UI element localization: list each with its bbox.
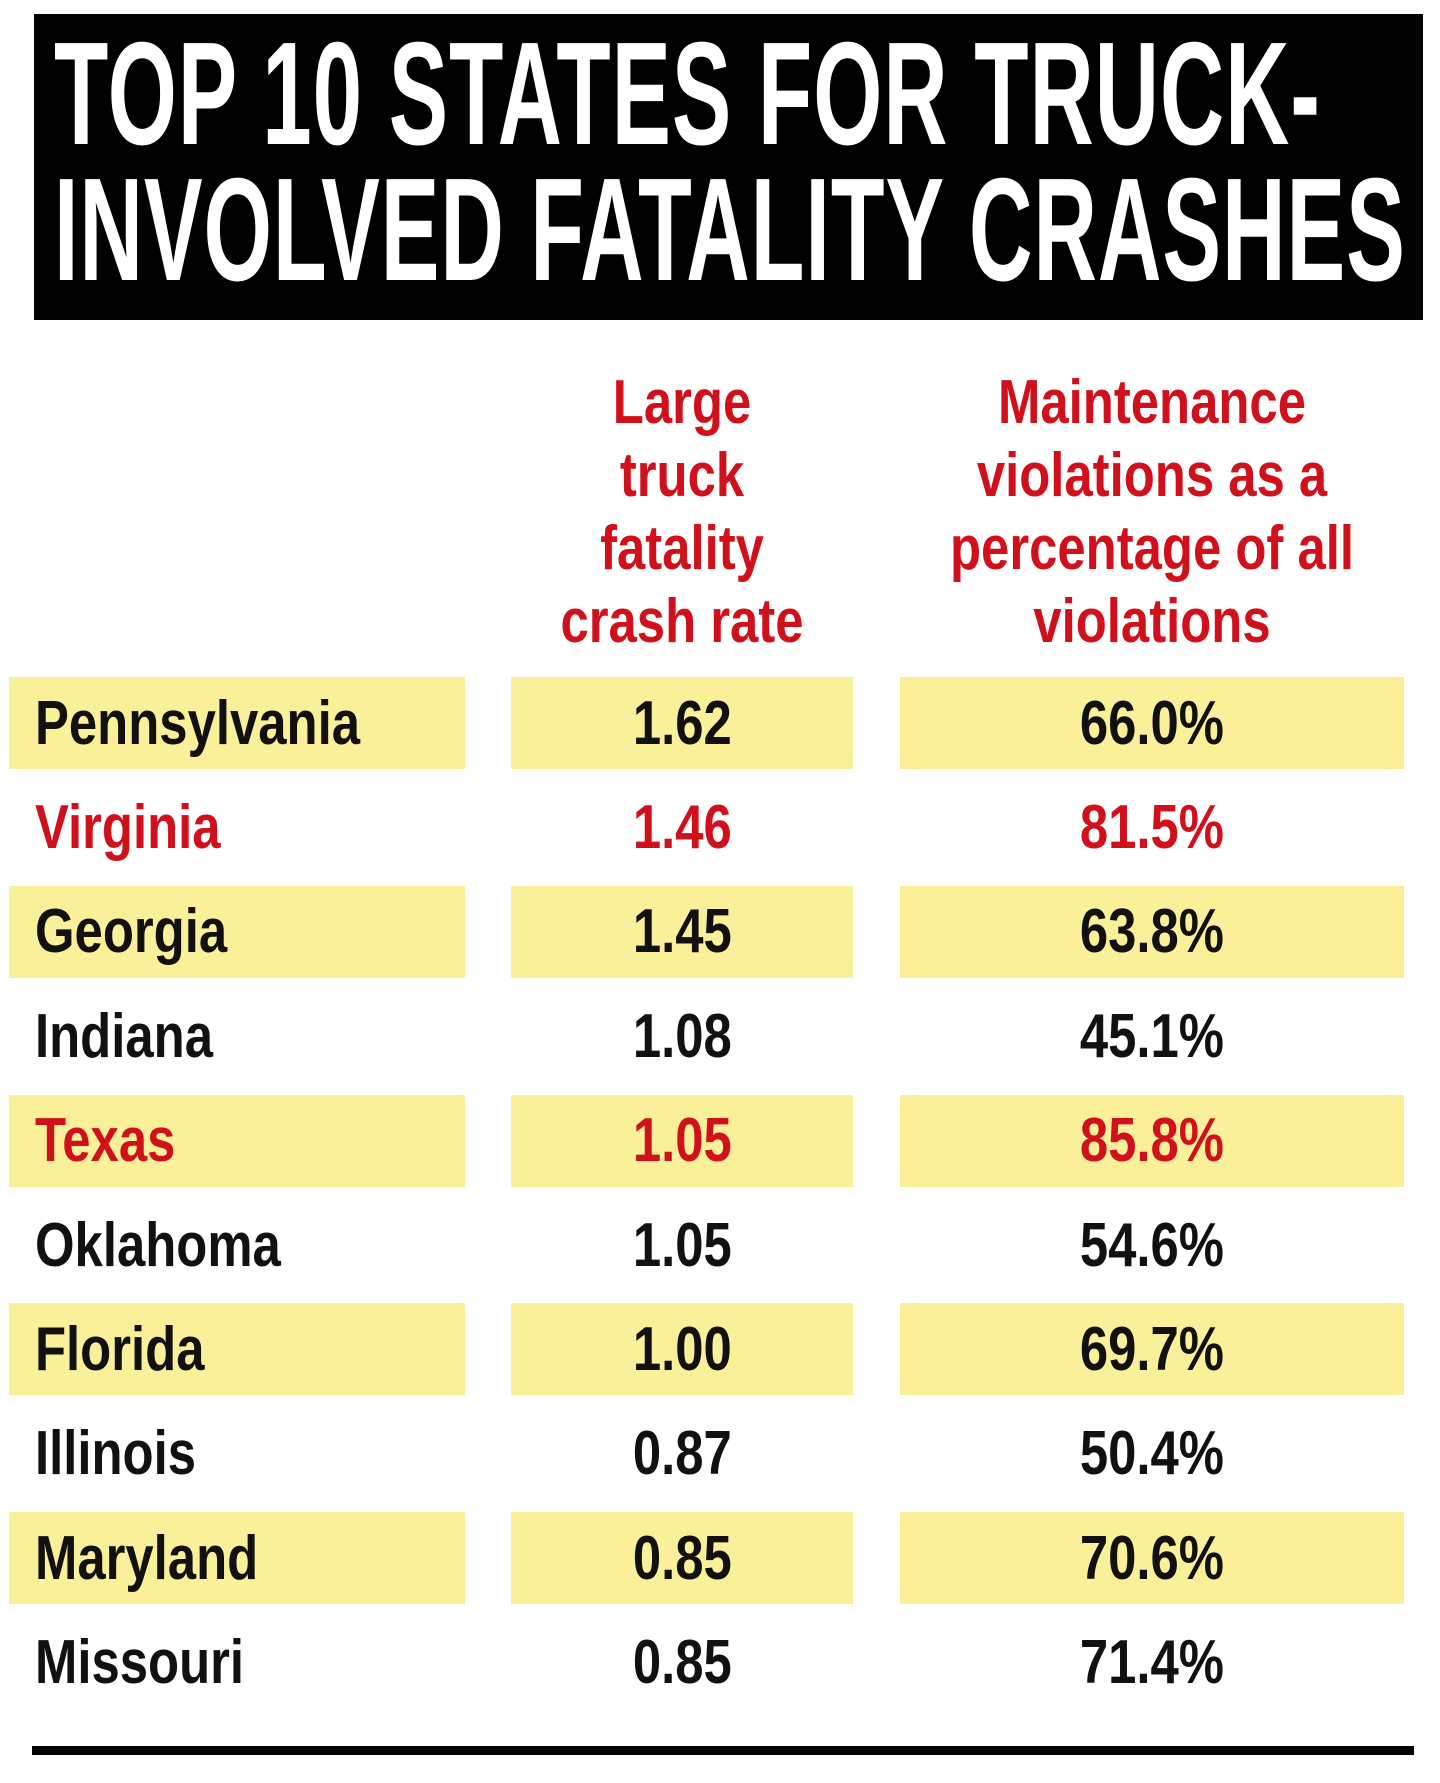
table-row: Florida 1.00 69.7%: [0, 1303, 1440, 1396]
pct-cell: 66.0%: [900, 677, 1404, 769]
rate-cell: 1.45: [511, 885, 853, 978]
pct-cell-text: 45.1%: [1079, 1001, 1225, 1071]
pct-cell: 70.6%: [900, 1512, 1404, 1605]
rate-cell-text: 1.05: [632, 1210, 732, 1280]
pct-cell: 54.6%: [900, 1199, 1404, 1291]
header-line: violations as a: [976, 441, 1328, 510]
title-line-1: TOP 10 STATES FOR TRUCK-: [54, 11, 1321, 176]
state-cell-text: Virginia: [35, 792, 221, 862]
state-cell-text: Indiana: [35, 1001, 213, 1071]
state-cell: Oklahoma: [9, 1199, 465, 1291]
state-cell-text: Illinois: [35, 1419, 197, 1489]
header-line: percentage of all: [949, 514, 1355, 583]
state-cell-text: Missouri: [35, 1628, 245, 1698]
state-cell: Missouri: [9, 1617, 465, 1709]
rate-cell-text: 1.45: [632, 897, 732, 967]
rate-cell: 0.85: [511, 1617, 853, 1709]
column-header-maintenance-pct: Maintenance violations as a percentage o…: [880, 366, 1424, 658]
pct-cell: 81.5%: [900, 781, 1404, 873]
state-cell: Illinois: [9, 1408, 465, 1500]
pct-cell: 69.7%: [900, 1303, 1404, 1396]
table-row: Texas 1.05 85.8%: [0, 1094, 1440, 1187]
header-line: Maintenance: [998, 368, 1306, 437]
table-row: Indiana 1.08 45.1%: [0, 990, 1440, 1082]
pct-cell: 71.4%: [900, 1617, 1404, 1709]
rate-cell: 0.87: [511, 1408, 853, 1500]
table-row: Maryland 0.85 70.6%: [0, 1512, 1440, 1605]
table-row: Georgia 1.45 63.8%: [0, 885, 1440, 978]
state-cell-text: Georgia: [35, 897, 228, 967]
state-cell: Indiana: [9, 990, 465, 1082]
pct-cell-text: 50.4%: [1079, 1419, 1225, 1489]
rate-cell-text: 1.46: [632, 792, 732, 862]
rate-cell: 1.62: [511, 677, 853, 769]
pct-cell: 50.4%: [900, 1408, 1404, 1500]
table-row: Missouri 0.85 71.4%: [0, 1617, 1440, 1709]
state-cell-text: Oklahoma: [35, 1210, 281, 1280]
rate-cell-text: 0.85: [632, 1523, 732, 1593]
rate-cell-text: 1.05: [632, 1106, 732, 1176]
pct-cell-text: 54.6%: [1079, 1210, 1225, 1280]
pct-cell: 85.8%: [900, 1094, 1404, 1187]
pct-cell: 45.1%: [900, 990, 1404, 1082]
rate-cell: 1.00: [511, 1303, 853, 1396]
state-cell: Florida: [9, 1303, 465, 1396]
rate-cell-text: 0.85: [632, 1628, 732, 1698]
bottom-rule: [32, 1746, 1414, 1755]
state-cell-text: Maryland: [35, 1523, 259, 1593]
title-banner: TOP 10 STATES FOR TRUCK- INVOLVED FATALI…: [34, 14, 1423, 320]
rate-cell: 1.08: [511, 990, 853, 1082]
pct-cell: 63.8%: [900, 885, 1404, 978]
rate-cell-text: 1.62: [632, 688, 732, 758]
pct-cell-text: 71.4%: [1079, 1628, 1225, 1698]
state-cell: Georgia: [9, 885, 465, 978]
state-cell-text: Pennsylvania: [35, 688, 360, 758]
header-line: fatality: [600, 514, 764, 583]
header-line: Large: [612, 368, 752, 437]
state-cell: Texas: [9, 1094, 465, 1187]
state-cell: Pennsylvania: [9, 677, 465, 769]
pct-cell-text: 70.6%: [1079, 1523, 1225, 1593]
rate-cell-text: 1.00: [632, 1314, 732, 1384]
rate-cell: 1.46: [511, 781, 853, 873]
header-line: violations: [1033, 587, 1271, 656]
rate-cell: 0.85: [511, 1512, 853, 1605]
state-cell: Maryland: [9, 1512, 465, 1605]
table-row: Oklahoma 1.05 54.6%: [0, 1199, 1440, 1291]
header-line: truck: [619, 441, 745, 510]
state-cell-text: Florida: [35, 1314, 205, 1384]
pct-cell-text: 66.0%: [1079, 688, 1225, 758]
pct-cell-text: 81.5%: [1079, 792, 1225, 862]
pct-cell-text: 63.8%: [1079, 897, 1225, 967]
rate-cell: 1.05: [511, 1199, 853, 1291]
rate-cell-text: 1.08: [632, 1001, 732, 1071]
state-cell: Virginia: [9, 781, 465, 873]
rate-cell-text: 0.87: [632, 1419, 732, 1489]
pct-cell-text: 85.8%: [1079, 1106, 1225, 1176]
table-row: Illinois 0.87 50.4%: [0, 1408, 1440, 1500]
table-row: Pennsylvania 1.62 66.0%: [0, 677, 1440, 769]
rate-cell: 1.05: [511, 1094, 853, 1187]
header-line: crash rate: [560, 587, 804, 656]
column-header-crash-rate: Large truck fatality crash rate: [511, 366, 853, 658]
pct-cell-text: 69.7%: [1079, 1314, 1225, 1384]
table-row: Virginia 1.46 81.5%: [0, 781, 1440, 873]
state-cell-text: Texas: [35, 1106, 176, 1176]
title-line-2: INVOLVED FATALITY CRASHES: [54, 147, 1406, 312]
